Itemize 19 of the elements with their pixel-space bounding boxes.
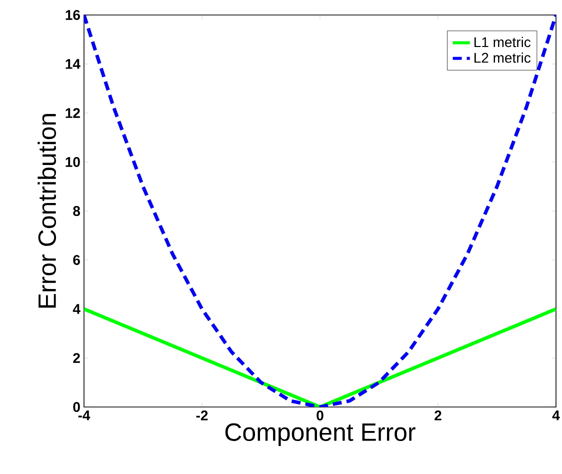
y-tick-label: 8 [73,206,80,216]
x-axis-title: Component Error [225,423,416,446]
x-tick-label: 2 [434,410,442,420]
y-tick-label: 2 [73,353,80,363]
y-tick-label: 4 [72,304,80,314]
x-tick-label: 0 [316,410,324,420]
legend-label: L1 metric [474,36,531,48]
line-series [84,14,556,407]
x-tick-label: -4 [78,410,90,420]
x-tick-label: -2 [196,410,208,420]
y-tick-label: 14 [66,59,80,69]
y-tick-label: 6 [73,255,80,265]
y-tick-label: 16 [66,10,80,20]
y-axis-title: Error Contribution [38,114,56,308]
legend-label: L2 metric [474,52,531,63]
x-tick-label: 4 [552,410,560,420]
y-tick-label: 12 [66,108,80,118]
y-tick-label: 10 [66,157,80,167]
y-tick-label: 0 [73,402,80,412]
